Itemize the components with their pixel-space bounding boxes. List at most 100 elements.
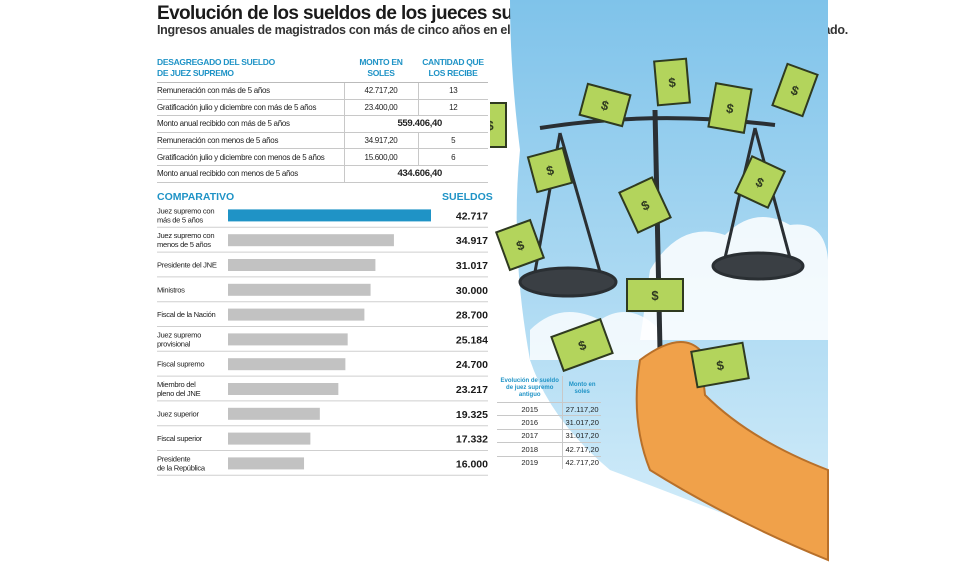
category-label: Presidente del JNE	[157, 261, 217, 270]
bar-row: Juez supremo provisional 25.184	[157, 330, 488, 352]
row-year: 2016	[497, 415, 563, 430]
value-label: 30.000	[456, 285, 488, 297]
bar	[228, 209, 431, 222]
row-total: 434.606,40	[343, 165, 488, 183]
bar-row: Presidente de la República 16.000	[157, 454, 488, 476]
table-row: 2019 42.717,20	[497, 455, 601, 469]
bar-row: Presidente del JNE 31.017	[157, 259, 488, 278]
value-label: 34.917	[456, 235, 488, 247]
salary-breakdown-table: DESAGREGADO DEL SUELDO DE JUEZ SUPREMO M…	[157, 57, 488, 183]
row-count: 12	[417, 99, 488, 117]
category-label: Fiscal de la Nación	[157, 310, 216, 319]
category-label: Ministros	[157, 285, 185, 294]
table-row: Gratificación julio y diciembre con meno…	[157, 148, 488, 166]
row-label: Remuneración con más de 5 años	[157, 82, 344, 100]
value-label: 19.325	[456, 409, 488, 421]
value-label: 25.184	[456, 334, 488, 346]
bar	[228, 432, 311, 445]
bar-row: Ministros 30.000	[157, 283, 488, 303]
row-amount: 31.017,20	[562, 428, 601, 443]
row-label: Gratificación julio y diciembre con meno…	[157, 148, 344, 166]
value-label: 24.700	[456, 359, 488, 371]
svg-text:$: $	[715, 357, 725, 373]
row-count: 5	[417, 132, 488, 150]
bar	[228, 358, 346, 371]
bar-row: Juez supremo con más de 5 años 42.717	[157, 206, 488, 228]
row-label: Gratificación julio y diciembre con más …	[157, 99, 344, 117]
table-row: 2018 42.717,20	[497, 442, 601, 457]
table-row-total: Monto anual recibido con más de 5 años 5…	[157, 115, 488, 133]
category-label: Juez superior	[157, 409, 199, 418]
bar	[228, 407, 320, 420]
row-year: 2018	[497, 442, 563, 457]
bar	[228, 333, 348, 346]
row-amount: 15.600,00	[343, 148, 418, 166]
value-label: 23.217	[456, 384, 488, 396]
bar	[228, 234, 394, 247]
hand-icon	[635, 341, 829, 562]
row-year: 2015	[497, 401, 563, 416]
years-header-evolution: Evolución de sueldo de juez supremo anti…	[500, 378, 559, 398]
value-label: 17.332	[456, 434, 488, 446]
table-row: Remuneración con más de 5 años 42.717,20…	[157, 82, 488, 100]
table-row: Remuneración con menos de 5 años 34.917,…	[157, 132, 488, 150]
svg-text:$: $	[599, 97, 611, 114]
table-row: 2016 31.017,20	[497, 415, 601, 430]
bar-row: Juez supremo con menos de 5 años 34.917	[157, 231, 488, 253]
bar-row: Fiscal de la Nación 28.700	[157, 308, 488, 327]
value-label: 16.000	[456, 458, 488, 470]
row-total: 559.406,40	[343, 115, 488, 133]
row-amount: 42.717,20	[562, 442, 601, 457]
bar	[228, 259, 376, 271]
sueldos-heading: SUELDOS	[442, 191, 493, 203]
table-row: 2015 27.117,20	[497, 401, 601, 416]
row-amount: 27.117,20	[562, 401, 601, 416]
bar-row: Fiscal superior 17.332	[157, 432, 488, 451]
dollar-bill-icon: $ $ $ $ $ $ $ $ $ $ $ $	[490, 57, 819, 389]
breakdown-header-count: CANTIDAD QUE LOS RECIBE	[418, 57, 488, 83]
row-amount: 34.917,20	[343, 132, 418, 150]
row-label: Monto anual recibido con menos de 5 años	[157, 165, 344, 183]
value-label: 28.700	[456, 310, 488, 322]
bar	[228, 308, 365, 321]
breakdown-header-amount: MONTO EN SOLES	[344, 57, 418, 83]
justice-scale-illustration: $ $ $ $ $ $ $ $ $ $ $ $	[490, 0, 829, 562]
category-label: Fiscal supremo	[157, 360, 204, 369]
bar	[228, 457, 305, 470]
category-label: Juez supremo con menos de 5 años	[157, 231, 214, 249]
bar-row: Miembro del pleno del JNE 23.217	[157, 380, 488, 402]
row-label: Monto anual recibido con más de 5 años	[157, 115, 344, 133]
value-label: 31.017	[456, 260, 488, 272]
row-amount: 42.717,20	[562, 455, 601, 469]
category-label: Fiscal superior	[157, 434, 203, 443]
row-count: 13	[417, 82, 488, 100]
row-amount: 42.717,20	[343, 82, 418, 100]
category-label: Presidente de la República	[157, 454, 206, 472]
category-label: Juez supremo provisional	[157, 330, 201, 348]
years-header-amount: Monto en soles	[562, 376, 601, 403]
bar-row: Fiscal supremo 24.700	[157, 358, 488, 377]
row-count: 6	[417, 148, 488, 166]
yearly-salary-table: Evolución de sueldo de juez supremo anti…	[497, 376, 601, 469]
svg-text:$: $	[545, 162, 557, 179]
svg-text:$: $	[668, 75, 677, 91]
table-row-total: Monto anual recibido con menos de 5 años…	[157, 165, 488, 183]
comparativo-heading: COMPARATIVO	[157, 191, 235, 203]
row-amount: 31.017,20	[562, 415, 601, 430]
category-label: Miembro del pleno del JNE	[157, 380, 201, 398]
row-year: 2017	[497, 428, 563, 443]
bar	[228, 383, 339, 395]
value-label: 42.717	[456, 210, 488, 222]
row-amount: 23.400,00	[343, 99, 418, 117]
svg-text:$: $	[725, 100, 735, 116]
svg-text:$: $	[651, 288, 659, 303]
row-year: 2019	[497, 455, 563, 469]
table-row: Gratificación julio y diciembre con más …	[157, 99, 488, 117]
category-label: Juez supremo con más de 5 años	[157, 206, 214, 224]
breakdown-header-concept: DESAGREGADO DEL SUELDO DE JUEZ SUPREMO	[157, 57, 344, 83]
bar-row: Juez superior 19.325	[157, 407, 488, 427]
row-label: Remuneración con menos de 5 años	[157, 132, 344, 150]
table-row: 2017 31.017,20	[497, 428, 601, 443]
page-title: Evolución de los sueldos de los jueces s…	[157, 3, 578, 24]
